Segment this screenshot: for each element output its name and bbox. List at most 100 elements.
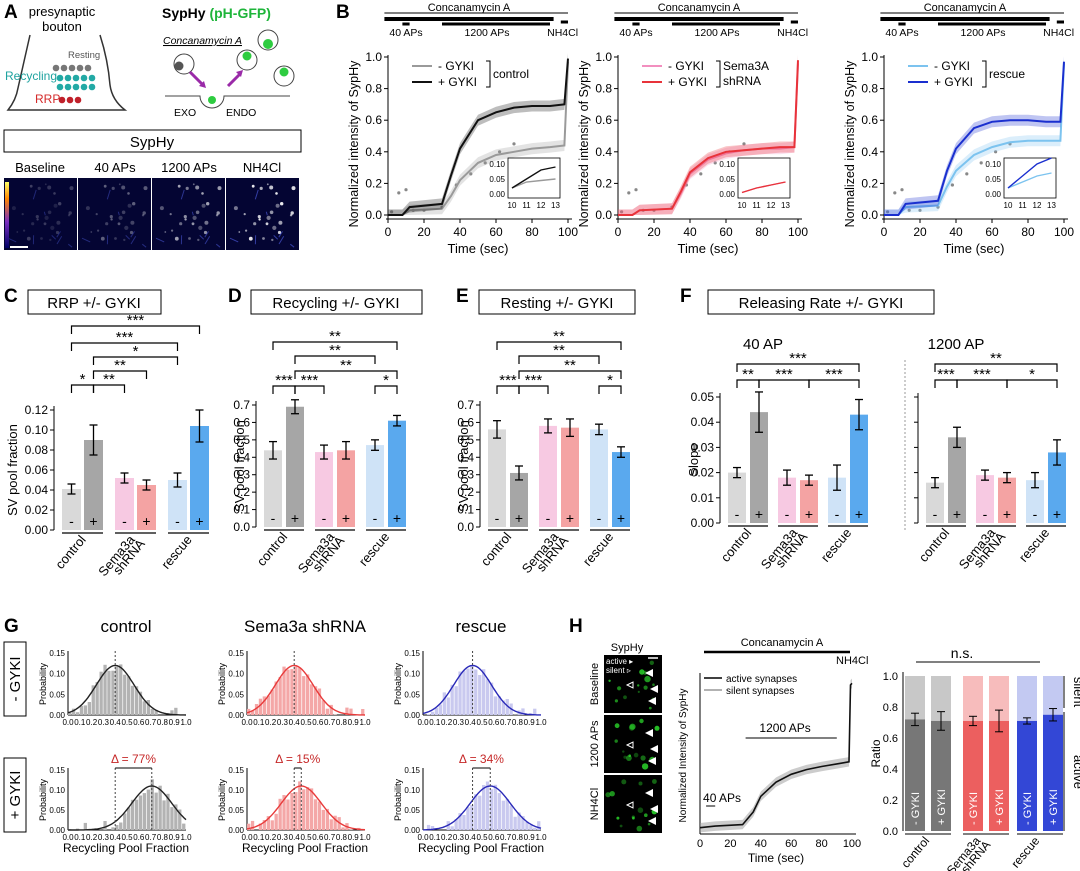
row-label-box-plus xyxy=(3,757,27,833)
punctum xyxy=(192,183,195,186)
punctum xyxy=(197,238,200,242)
bar-sign: + xyxy=(195,513,203,529)
h-ratio-y-tick: 0.2 xyxy=(883,795,898,807)
h-punctum xyxy=(616,816,620,820)
h-row-label: Baseline xyxy=(589,663,601,705)
sig-label: *** xyxy=(775,366,793,383)
hist-bin xyxy=(321,700,325,715)
hist-x-tick: 0.5 xyxy=(121,718,133,727)
h-x-tick: 100 xyxy=(843,838,861,850)
hist-bin xyxy=(497,793,501,830)
punctum xyxy=(23,229,26,232)
punctum xyxy=(269,185,274,190)
hist-bin xyxy=(111,827,115,830)
hist-x-tick: 0.2 xyxy=(86,833,98,842)
y-tick-label: 0.02 xyxy=(25,503,49,517)
h-nh4-label: NH4Cl xyxy=(836,655,868,667)
h-punctum xyxy=(649,660,654,665)
punctum xyxy=(266,215,271,220)
x-axis-label: Time (sec) xyxy=(448,241,509,256)
h-punctum xyxy=(639,718,644,724)
punctum xyxy=(105,222,109,226)
punctum xyxy=(95,213,98,216)
punctum xyxy=(174,236,179,241)
h-legend-silent: silent synapses xyxy=(726,686,794,697)
neurite xyxy=(51,235,57,240)
y-tick-label: 0.10 xyxy=(25,423,49,437)
h-punctum xyxy=(652,779,657,784)
exo-label: EXO xyxy=(174,107,196,119)
recycling-vesicles xyxy=(56,74,96,91)
y-tick-label: 0.08 xyxy=(25,443,49,457)
legend-active: active ▸ xyxy=(606,657,633,666)
hist-bin xyxy=(134,799,139,830)
neurite xyxy=(199,235,205,240)
punctum xyxy=(164,231,167,233)
punctum xyxy=(132,202,136,206)
bar-5 xyxy=(388,420,406,527)
hist-bin xyxy=(103,821,107,830)
hist-bin xyxy=(95,682,99,715)
punctum xyxy=(97,229,100,232)
h-x-tick: 40 xyxy=(755,838,767,850)
x-tick-label: 40 xyxy=(453,225,467,239)
h-row-label: 1200 APs xyxy=(589,720,601,768)
neurite xyxy=(204,231,209,238)
sig-bracket xyxy=(92,356,179,365)
legend-group-line1: Sema3A xyxy=(723,59,769,73)
hist-x-tick: 0.6 xyxy=(312,718,324,727)
h-punctum xyxy=(633,752,639,758)
hist-x-tick: 0.4 xyxy=(289,718,301,727)
hist-x-tick: 0.3 xyxy=(277,718,289,727)
frame-label-1200aps: 1200 APs xyxy=(161,160,217,175)
bar-sign: + xyxy=(953,506,961,522)
delta-label: Δ = 15% xyxy=(275,752,320,766)
bar-1 xyxy=(510,472,528,527)
punctum xyxy=(216,211,220,215)
h-punctum xyxy=(621,779,627,785)
y-axis-label: SV pool fraction xyxy=(232,420,247,512)
bar-0 xyxy=(264,450,282,527)
h-ratio-y-tick: 1.0 xyxy=(883,671,898,683)
h-ratio-y-tick: 0.8 xyxy=(883,702,898,714)
inset-y-tick: 0.00 xyxy=(719,190,735,199)
bouton-outline xyxy=(6,34,128,111)
punctum xyxy=(192,215,197,220)
stim-dot xyxy=(634,188,638,192)
y-tick-label: 0.04 xyxy=(25,483,49,497)
hist-bin xyxy=(138,691,143,715)
h-x-label: Time (sec) xyxy=(748,851,804,865)
hist-bin xyxy=(294,666,298,715)
h-group-label: rescue xyxy=(1008,834,1042,871)
hist-bin xyxy=(302,789,306,830)
neurite xyxy=(32,189,37,200)
x-tick-label: 100 xyxy=(1054,225,1074,239)
hist-bin xyxy=(91,685,95,715)
h-punctum xyxy=(641,763,649,770)
title-box-d xyxy=(250,289,423,315)
hist-x-tick: 0.0 xyxy=(417,718,429,727)
sig-label: * xyxy=(80,371,86,388)
hist-bin xyxy=(501,700,505,715)
hist-bin xyxy=(174,707,178,715)
hist-x-tick: 0.0 xyxy=(417,833,429,842)
bar-5 xyxy=(612,452,630,527)
hist-bin xyxy=(83,705,87,715)
h-punctum xyxy=(644,813,648,817)
delta-label: Δ = 77% xyxy=(111,752,156,766)
sig-bracket xyxy=(294,385,325,394)
legend-bracket xyxy=(716,60,721,88)
neurite xyxy=(254,189,259,200)
h-silent-segment xyxy=(905,676,925,720)
hist-x-tick: 0.9 xyxy=(169,718,181,727)
hist-bin xyxy=(442,692,446,715)
trace-line-1 xyxy=(618,60,799,216)
h-punctum xyxy=(614,723,620,729)
hist-bin xyxy=(170,807,174,830)
hist-y-tick: 0.05 xyxy=(228,690,244,699)
punctum xyxy=(58,202,62,206)
hist-bin xyxy=(254,704,259,715)
hist-bin xyxy=(493,696,498,715)
hist-y-tick: 0.15 xyxy=(49,766,65,775)
y-tick-label: 0.6 xyxy=(861,113,878,127)
